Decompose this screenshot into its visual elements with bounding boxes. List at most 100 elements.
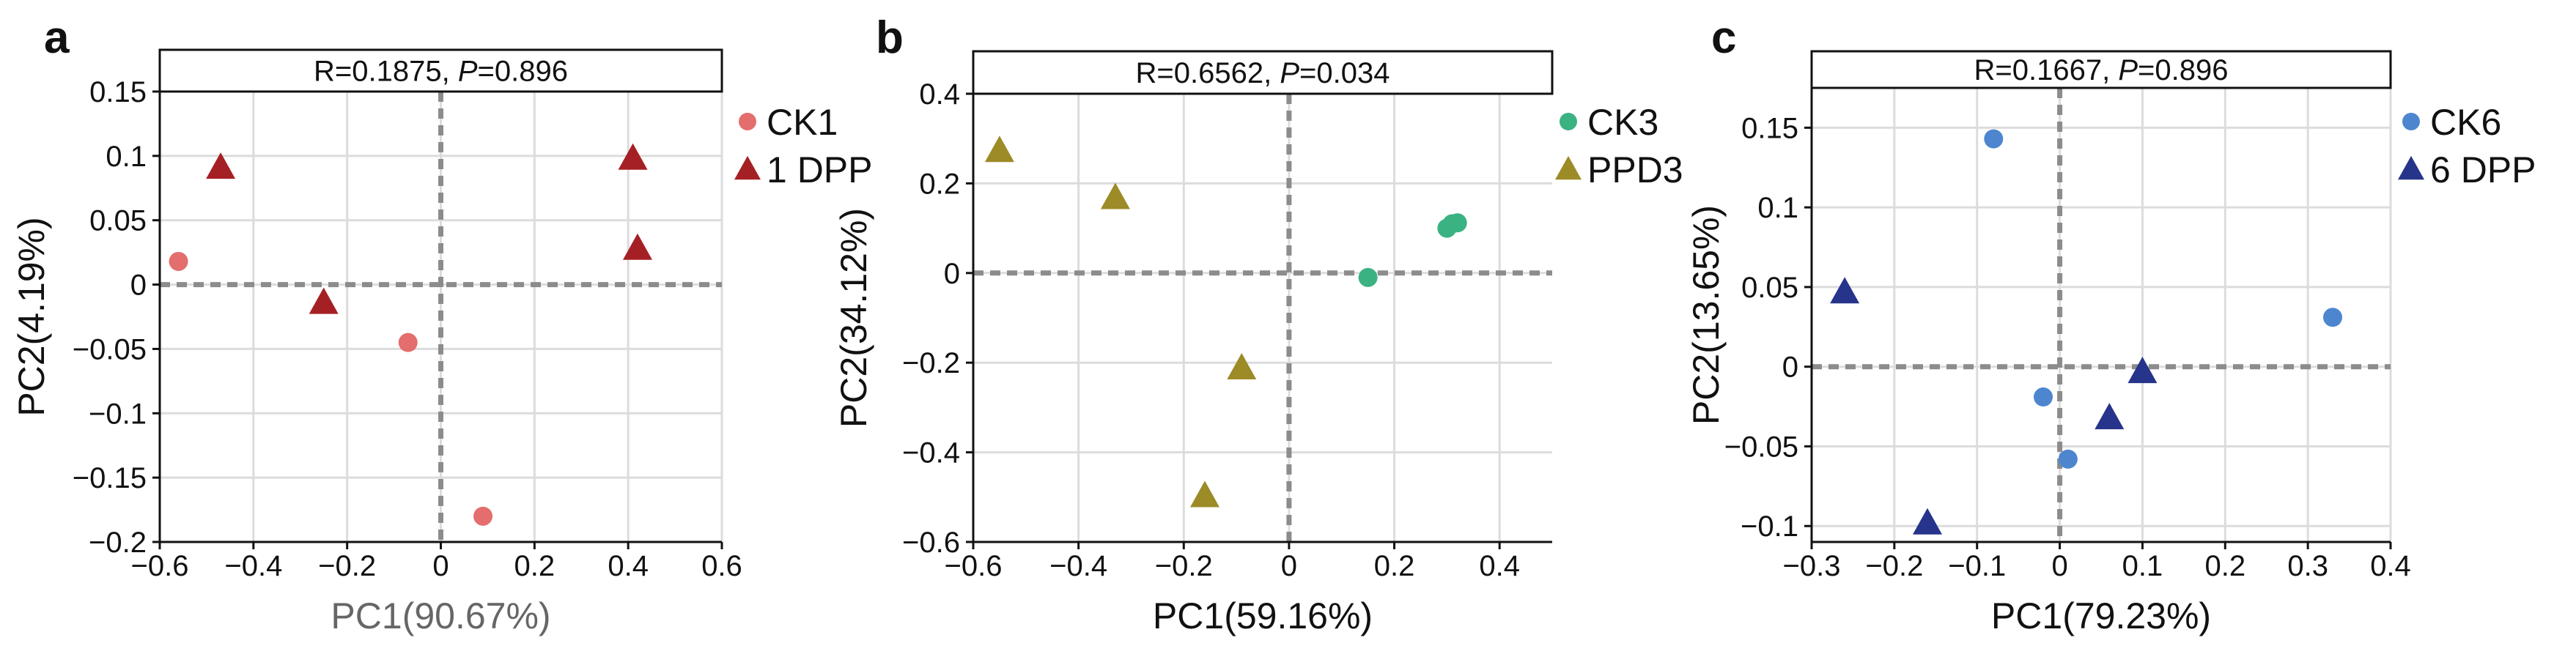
- data-point-triangle: [984, 135, 1014, 163]
- y-tick-label: 0: [130, 270, 147, 302]
- y-tick-label: 0.1: [106, 141, 147, 173]
- data-point-triangle: [206, 152, 236, 179]
- panel-a: R=0.1875, P=0.896 −0.6 −0.4 −0.2 0 0.2 0.4 0.6 −…: [11, 12, 873, 636]
- panel-label: a: [44, 12, 70, 63]
- data-point-triangle: [2127, 357, 2158, 384]
- x-tick-label: −0.2: [1155, 550, 1213, 582]
- y-tick-label: −0.6: [902, 527, 960, 559]
- data-point-triangle: [1913, 508, 1942, 535]
- data-point-circle: [2323, 308, 2342, 327]
- y-tick-label: 0: [1782, 352, 1798, 384]
- stat-p-symbol: P: [2118, 54, 2138, 86]
- x-tick-label: −0.2: [318, 550, 376, 582]
- legend-label: 6 DPP: [2430, 149, 2536, 190]
- data-point-triangle: [1100, 182, 1130, 209]
- x-tick-label: −0.4: [224, 550, 282, 582]
- stat-header-box: [972, 50, 1554, 95]
- panel-c: R=0.1667, P=0.896 −0.3 −0.2 −0.1 0 0.1 0.2 0.3 0…: [1686, 12, 2536, 636]
- x-tick-label: −0.6: [945, 550, 1003, 582]
- y-tick-label: 0.15: [89, 76, 147, 108]
- data-point-triangle: [1830, 277, 1860, 304]
- legend-label: CK3: [1587, 102, 1658, 143]
- data-point-circle: [1358, 267, 1378, 287]
- x-tick-label: 0.2: [2204, 550, 2245, 582]
- x-tick-label: −0.6: [131, 550, 189, 582]
- x-tick-label: −0.2: [1865, 550, 1923, 582]
- x-tick-label: 0: [432, 550, 449, 582]
- y-axis-title: PC2(4.19%): [11, 217, 52, 416]
- y-axis-title: PC2(34.12%): [833, 208, 874, 428]
- stat-r-value: R=0.1667,: [1974, 54, 2119, 86]
- stat-header-box: [1810, 50, 2392, 89]
- x-tick-label: 0.4: [1479, 550, 1520, 582]
- x-tick-label: 0.6: [701, 550, 742, 582]
- legend-marker-circle: [2402, 113, 2420, 130]
- legend-marker-circle: [739, 113, 756, 130]
- legend-label: 1 DPP: [767, 149, 873, 190]
- x-tick-label: 0.4: [2370, 550, 2411, 582]
- x-tick-label: 0.4: [608, 550, 649, 582]
- y-tick-label: 0.05: [89, 205, 147, 237]
- y-tick-label: 0.15: [1741, 112, 1798, 144]
- panel-b: R=0.6562, P=0.034 −0.6 −0.4 −0.2 0 0.2 0.4 −0.6…: [833, 12, 1683, 636]
- data-point-circle: [473, 506, 493, 526]
- y-tick-label: −0.4: [902, 437, 960, 469]
- data-point-circle: [169, 251, 188, 271]
- stat-p-symbol: P: [458, 56, 478, 88]
- y-tick-label: 0.4: [919, 78, 960, 111]
- data-point-circle: [2058, 449, 2078, 469]
- stat-r-value: R=0.6562,: [1136, 57, 1280, 89]
- y-tick-label: 0.1: [1757, 192, 1798, 224]
- stat-r-value: R=0.1875,: [314, 56, 458, 88]
- stat-label: R=0.6562, P=0.034: [1136, 57, 1390, 89]
- data-point-triangle: [622, 233, 652, 260]
- stat-label: R=0.1875, P=0.896: [314, 56, 568, 88]
- legend-marker-triangle: [2398, 155, 2424, 180]
- x-tick-label: 0: [2051, 550, 2067, 582]
- data-point-triangle: [1227, 353, 1257, 380]
- data-point-triangle: [309, 287, 339, 314]
- panel-label: b: [876, 12, 904, 63]
- y-axis-title: PC2(13.65%): [1686, 205, 1727, 425]
- y-tick-label: −0.05: [1724, 431, 1798, 463]
- legend-marker-triangle: [1555, 155, 1582, 180]
- x-tick-label: −0.1: [1948, 550, 2006, 582]
- x-tick-label: 0.3: [2287, 550, 2328, 582]
- legend-label: PPD3: [1587, 149, 1683, 190]
- data-point-triangle: [2095, 403, 2125, 430]
- x-tick-label: 0.2: [514, 550, 556, 582]
- x-tick-label: −0.4: [1049, 550, 1107, 582]
- data-point-circle: [1984, 129, 2004, 149]
- data-point-circle: [398, 332, 418, 352]
- stat-p-value: =0.896: [478, 56, 568, 88]
- stat-header-box: [158, 48, 723, 93]
- y-tick-label: 0.05: [1741, 272, 1798, 304]
- x-axis-title: PC1(90.67%): [331, 595, 550, 636]
- stat-p-value: =0.896: [2138, 54, 2228, 86]
- y-tick-label: −0.2: [902, 347, 960, 379]
- x-axis-title: PC1(79.23%): [1991, 595, 2211, 636]
- data-point-triangle: [618, 143, 648, 170]
- y-tick-label: −0.15: [73, 462, 147, 494]
- legend-marker-circle: [1560, 113, 1577, 130]
- y-tick-label: 0.2: [919, 168, 960, 200]
- x-tick-label: 0: [1281, 550, 1297, 582]
- x-tick-label: −0.3: [1783, 550, 1841, 582]
- data-point-circle: [1447, 213, 1467, 233]
- panel-label: c: [1711, 12, 1736, 63]
- legend-label: CK1: [767, 102, 838, 143]
- y-tick-label: 0: [944, 258, 960, 290]
- data-point-triangle: [1190, 480, 1219, 508]
- x-tick-label: 0.1: [2122, 550, 2163, 582]
- data-point-circle: [2034, 387, 2053, 407]
- y-tick-label: −0.1: [89, 398, 147, 430]
- legend-marker-triangle: [734, 155, 761, 180]
- stat-p-symbol: P: [1280, 57, 1299, 89]
- x-tick-label: 0.2: [1374, 550, 1415, 582]
- x-axis-title: PC1(59.16%): [1153, 595, 1373, 636]
- legend-label: CK6: [2430, 102, 2501, 143]
- y-tick-label: −0.1: [1741, 510, 1798, 543]
- y-tick-label: −0.05: [73, 333, 147, 365]
- stat-label: R=0.1667, P=0.896: [1974, 54, 2229, 86]
